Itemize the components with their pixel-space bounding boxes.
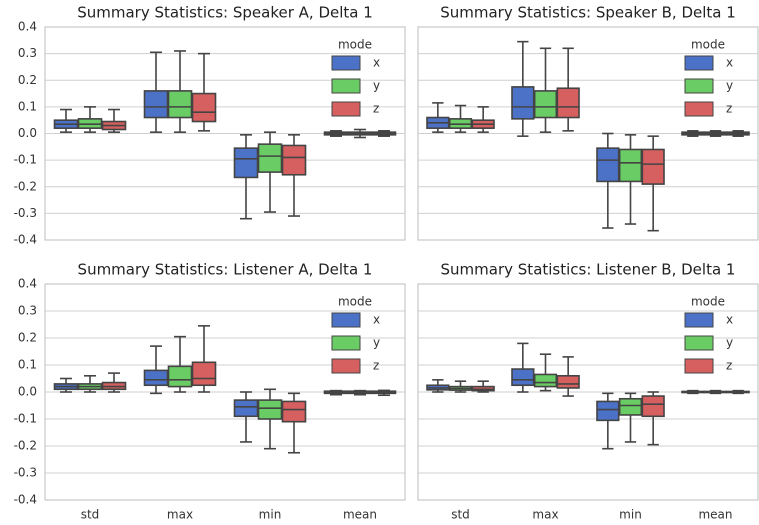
box bbox=[257, 143, 283, 173]
plot-frame bbox=[417, 283, 759, 501]
y-tick-label: 0.1 bbox=[18, 358, 37, 372]
legend-swatch bbox=[684, 78, 714, 94]
legend-swatch bbox=[331, 101, 361, 117]
legend-label: z bbox=[726, 102, 732, 116]
box bbox=[233, 147, 259, 179]
y-tick-label: -0.1 bbox=[14, 153, 37, 167]
box bbox=[191, 92, 217, 123]
y-tick-label: -0.2 bbox=[14, 179, 37, 193]
x-tick-label: std bbox=[81, 508, 100, 522]
y-tick-label: 0.3 bbox=[18, 46, 37, 60]
legend-swatch bbox=[684, 101, 714, 117]
box bbox=[618, 148, 643, 183]
legend-title: mode bbox=[338, 295, 372, 309]
legend-label: x bbox=[373, 56, 380, 70]
chart-title: Summary Statistics: Speaker A, Delta 1 bbox=[77, 4, 373, 22]
legend-title: mode bbox=[691, 295, 725, 309]
legend-swatch bbox=[684, 55, 714, 71]
box bbox=[556, 87, 580, 119]
legend-title: mode bbox=[691, 38, 725, 52]
legend-label: y bbox=[726, 79, 733, 93]
x-tick-label: max bbox=[167, 508, 193, 522]
plot-frame bbox=[417, 26, 759, 241]
box bbox=[641, 395, 665, 418]
box bbox=[143, 90, 169, 119]
chart-title: Summary Statistics: Listener A, Delta 1 bbox=[78, 261, 373, 279]
box bbox=[281, 400, 307, 423]
y-tick-label: -0.1 bbox=[14, 412, 37, 426]
legend-swatch bbox=[331, 335, 361, 351]
box bbox=[511, 368, 535, 387]
box bbox=[641, 148, 665, 185]
box bbox=[511, 86, 535, 120]
legend-swatch bbox=[331, 78, 361, 94]
legend-title: mode bbox=[338, 38, 372, 52]
y-tick-label: 0.2 bbox=[18, 331, 37, 345]
box bbox=[533, 90, 558, 119]
y-tick-label: 0.3 bbox=[18, 304, 37, 318]
y-tick-label: 0.4 bbox=[18, 20, 37, 34]
box bbox=[191, 361, 217, 387]
legend-label: z bbox=[373, 359, 379, 373]
plot-frame bbox=[44, 283, 406, 501]
x-tick-label: min bbox=[619, 508, 642, 522]
y-tick-label: 0.4 bbox=[18, 277, 37, 291]
x-tick-label: mean bbox=[698, 508, 732, 522]
x-tick-label: std bbox=[451, 508, 470, 522]
y-tick-label: -0.4 bbox=[14, 233, 37, 247]
y-tick-label: -0.2 bbox=[14, 439, 37, 453]
box bbox=[596, 147, 620, 183]
box bbox=[233, 399, 259, 418]
legend-label: y bbox=[373, 336, 380, 350]
y-tick-label: -0.3 bbox=[14, 206, 37, 220]
box bbox=[143, 369, 169, 387]
legend-swatch bbox=[331, 358, 361, 374]
x-tick-label: min bbox=[259, 508, 282, 522]
legend-label: x bbox=[373, 313, 380, 327]
box bbox=[167, 90, 193, 119]
legend-swatch bbox=[684, 312, 714, 328]
box bbox=[281, 144, 307, 176]
x-tick-label: mean bbox=[343, 508, 377, 522]
chart-title: Summary Statistics: Listener B, Delta 1 bbox=[441, 261, 736, 279]
y-tick-label: -0.3 bbox=[14, 466, 37, 480]
legend-label: x bbox=[726, 313, 733, 327]
y-tick-label: -0.4 bbox=[14, 493, 37, 507]
box bbox=[556, 374, 580, 389]
y-tick-label: 0.2 bbox=[18, 73, 37, 87]
box bbox=[596, 400, 620, 422]
legend-label: x bbox=[726, 56, 733, 70]
chart-title: Summary Statistics: Speaker B, Delta 1 bbox=[440, 4, 736, 22]
legend-swatch bbox=[684, 335, 714, 351]
y-tick-label: 0.1 bbox=[18, 99, 37, 113]
box bbox=[618, 397, 643, 416]
legend-swatch bbox=[684, 358, 714, 374]
box bbox=[257, 399, 283, 420]
box bbox=[167, 365, 193, 388]
legend-swatch bbox=[331, 55, 361, 71]
legend-label: z bbox=[373, 102, 379, 116]
legend-label: z bbox=[726, 359, 732, 373]
legend-swatch bbox=[331, 312, 361, 328]
legend-label: y bbox=[726, 336, 733, 350]
legend-label: y bbox=[373, 79, 380, 93]
plot-frame bbox=[44, 26, 406, 241]
x-tick-label: max bbox=[532, 508, 558, 522]
box bbox=[533, 373, 558, 388]
y-tick-label: 0.0 bbox=[18, 126, 37, 140]
y-tick-label: 0.0 bbox=[18, 385, 37, 399]
